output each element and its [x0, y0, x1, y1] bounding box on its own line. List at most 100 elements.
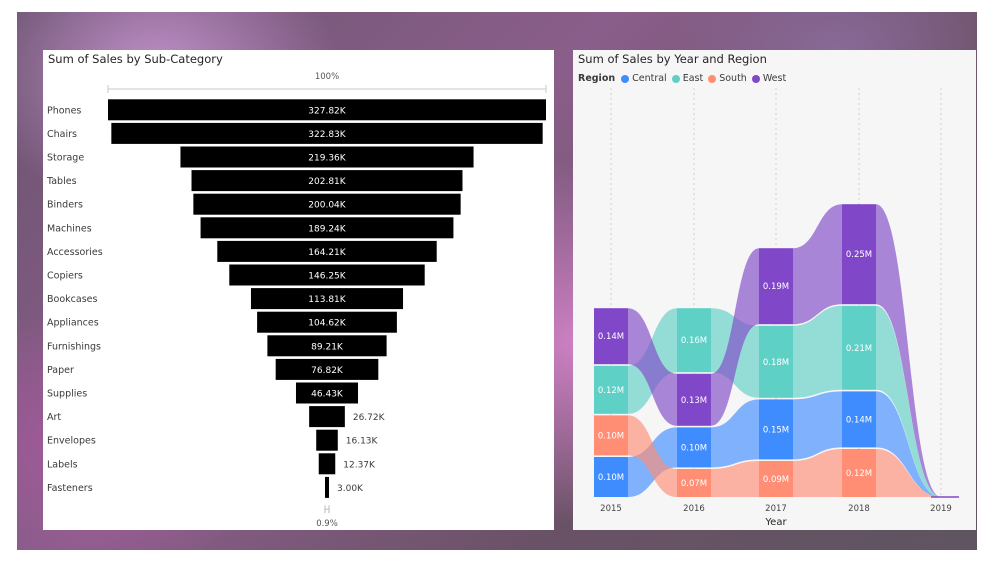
ribbon-band[interactable] — [793, 305, 842, 398]
funnel-bar-value: 104.62K — [308, 319, 346, 329]
funnel-bar-value: 146.25K — [308, 272, 346, 282]
x-axis-title: Year — [764, 517, 787, 528]
ribbon-band[interactable] — [876, 305, 941, 497]
legend-item-west[interactable]: West — [751, 73, 787, 84]
legend-item-east[interactable]: East — [671, 73, 704, 84]
funnel-bar[interactable] — [257, 311, 397, 333]
funnel-category-label: Bookcases — [47, 294, 97, 305]
ribbon-data-label: 0.09M — [763, 475, 789, 485]
funnel-bar[interactable] — [229, 264, 425, 286]
ribbon-band[interactable] — [876, 449, 941, 497]
ribbon-chart-title: Sum of Sales by Year and Region — [578, 52, 767, 66]
funnel-bottom-bracket — [324, 505, 330, 514]
ribbon-column-segment[interactable] — [759, 248, 793, 325]
ribbon-band[interactable] — [876, 391, 941, 497]
funnel-bar-value: 3.00K — [337, 484, 364, 494]
ribbon-column-segment[interactable] — [594, 365, 628, 414]
ribbon-column-segment[interactable] — [842, 204, 876, 305]
ribbon-band[interactable] — [628, 308, 677, 426]
legend-dot-icon — [671, 74, 680, 83]
funnel-bar[interactable] — [309, 406, 345, 428]
funnel-bar[interactable] — [217, 240, 437, 262]
ribbon-data-label: 0.21M — [846, 344, 872, 354]
funnel-bottom-percent: 0.9% — [316, 519, 338, 529]
funnel-bar[interactable] — [180, 146, 474, 168]
funnel-chart-title: Sum of Sales by Sub-Category — [48, 52, 223, 66]
funnel-bar[interactable] — [295, 382, 359, 404]
funnel-category-label: Phones — [47, 105, 81, 116]
funnel-bar[interactable] — [318, 453, 336, 475]
funnel-bar-value: 219.36K — [308, 154, 346, 164]
funnel-bar[interactable] — [250, 288, 404, 310]
ribbon-data-label: 0.14M — [846, 415, 872, 425]
funnel-bar[interactable] — [275, 358, 379, 380]
legend-title: Region — [578, 73, 616, 84]
ribbon-data-label: 0.07M — [681, 479, 707, 489]
ribbon-band[interactable] — [711, 461, 759, 497]
funnel-category-label: Paper — [47, 365, 74, 376]
funnel-top-bracket — [107, 85, 547, 93]
ribbon-column-segment[interactable] — [677, 469, 711, 497]
ribbon-column-segment[interactable] — [759, 399, 793, 460]
legend-label: West — [762, 73, 787, 84]
ribbon-band[interactable] — [793, 204, 842, 325]
funnel-chart-panel[interactable]: Sum of Sales by Sub-Category 100% Phones 3… — [43, 50, 554, 530]
funnel-bar-value: 12.37K — [343, 460, 376, 470]
ribbon-chart-panel[interactable]: Sum of Sales by Year and Region Region C… — [573, 50, 976, 530]
ribbon-data-label: 0.10M — [598, 473, 624, 483]
ribbon-data-label: 0.10M — [598, 431, 624, 441]
x-axis-tick-label: 2015 — [600, 504, 622, 514]
legend-label: East — [682, 73, 704, 84]
funnel-bar[interactable] — [111, 122, 543, 144]
legend-label: South — [719, 73, 747, 84]
ribbon-band[interactable] — [876, 204, 941, 497]
funnel-bar-value: 76.82K — [311, 366, 344, 376]
ribbon-column-segment[interactable] — [842, 391, 876, 448]
funnel-category-label: Storage — [47, 153, 84, 164]
ribbon-column-segment[interactable] — [594, 308, 628, 365]
legend-dot-icon — [751, 74, 760, 83]
legend-dot-icon — [708, 74, 717, 83]
ribbon-column-segment[interactable] — [594, 415, 628, 456]
funnel-bar-value: 200.04K — [308, 201, 346, 211]
x-axis-tick-label: 2018 — [848, 504, 870, 514]
legend-item-central[interactable]: Central — [621, 73, 667, 84]
ribbon-column-segment[interactable] — [842, 305, 876, 390]
ribbon-column-segment[interactable] — [677, 373, 711, 426]
ribbon-column-segment[interactable] — [842, 449, 876, 497]
ribbon-band[interactable] — [711, 399, 759, 468]
funnel-bar[interactable] — [200, 217, 454, 239]
funnel-bar[interactable] — [267, 335, 387, 357]
funnel-bar-value: 322.83K — [308, 130, 346, 140]
ribbon-band[interactable] — [711, 248, 759, 426]
funnel-bar-value: 202.81K — [308, 177, 346, 187]
ribbon-column-segment[interactable] — [677, 308, 711, 373]
ribbon-column-segment[interactable] — [677, 427, 711, 468]
funnel-bar[interactable] — [193, 193, 461, 215]
funnel-bar[interactable] — [324, 476, 330, 498]
ribbon-column-segment[interactable] — [759, 461, 793, 497]
ribbon-band[interactable] — [628, 415, 677, 497]
ribbon-band[interactable] — [793, 449, 842, 497]
funnel-category-label: Accessories — [47, 247, 103, 258]
funnel-bar-value: 189.24K — [308, 224, 346, 234]
funnel-category-label: Binders — [47, 200, 83, 211]
ribbon-band[interactable] — [793, 391, 842, 460]
funnel-bar[interactable] — [316, 429, 338, 451]
ribbon-data-label: 0.25M — [846, 250, 872, 260]
x-axis-tick-label: 2019 — [930, 504, 952, 514]
legend-item-south[interactable]: South — [708, 73, 747, 84]
ribbon-column-segment[interactable] — [759, 325, 793, 398]
ribbon-data-label: 0.10M — [681, 443, 707, 453]
funnel-bar[interactable] — [108, 99, 546, 121]
funnel-bar[interactable] — [191, 170, 463, 192]
funnel-category-label: Copiers — [47, 271, 83, 282]
funnel-bar-value: 164.21K — [308, 248, 346, 258]
x-axis-tick-label: 2016 — [683, 504, 705, 514]
funnel-category-label: Appliances — [47, 318, 99, 329]
funnel-category-label: Supplies — [47, 389, 87, 400]
ribbon-data-label: 0.14M — [598, 332, 624, 342]
ribbon-column-segment[interactable] — [594, 457, 628, 497]
legend-label: Central — [632, 73, 667, 84]
ribbon-data-label: 0.19M — [763, 282, 789, 292]
